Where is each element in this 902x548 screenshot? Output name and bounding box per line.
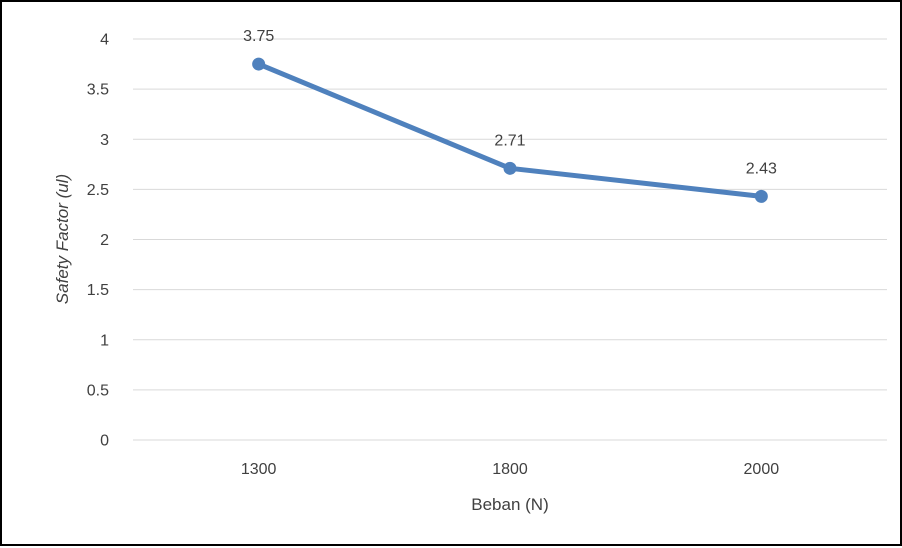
y-axis-title: Safety Factor (ul) [53, 174, 72, 304]
y-axis-ticks: 0 0.5 1 1.5 2 2.5 3 3.5 4 [87, 32, 109, 450]
y-tick-label: 0 [100, 433, 109, 450]
y-tick-label: 2 [100, 232, 109, 249]
x-axis-title: Beban (N) [471, 495, 548, 514]
x-axis-ticks: 1300 1800 2000 [241, 461, 779, 478]
data-point [754, 189, 768, 203]
data-point [252, 57, 266, 71]
y-tick-label: 4 [100, 32, 109, 49]
data-label: 2.43 [746, 160, 777, 177]
series-line [256, 61, 764, 199]
x-tick-label: 1800 [492, 461, 528, 478]
y-tick-label: 1.5 [87, 282, 109, 299]
y-tick-label: 2.5 [87, 182, 109, 199]
y-tick-label: 0.5 [87, 382, 109, 399]
x-tick-label: 2000 [744, 461, 780, 478]
y-tick-label: 1 [100, 332, 109, 349]
y-tick-label: 3.5 [87, 82, 109, 99]
series-layer [252, 57, 768, 203]
y-tick-label: 3 [100, 132, 109, 149]
data-labels: 3.75 2.71 2.43 [243, 28, 777, 177]
x-tick-label: 1300 [241, 461, 277, 478]
data-label: 3.75 [243, 28, 274, 45]
data-label: 2.71 [494, 132, 525, 149]
gridlines [133, 38, 887, 441]
data-point [503, 161, 517, 175]
